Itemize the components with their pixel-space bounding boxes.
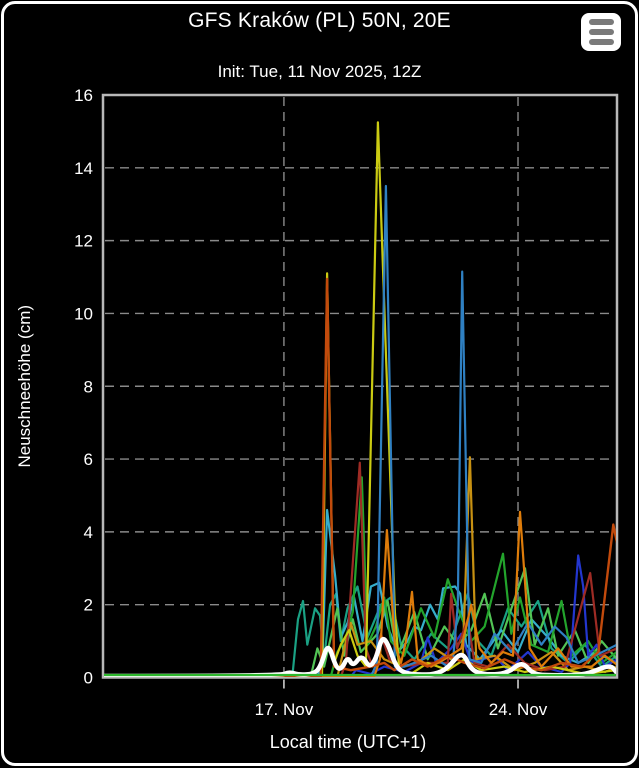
- x-tick-label: 17. Nov: [255, 700, 314, 719]
- y-tick-label: 16: [74, 86, 93, 105]
- menu-button[interactable]: [581, 13, 621, 51]
- y-tick-label: 10: [74, 304, 93, 323]
- hamburger-icon: [588, 19, 614, 45]
- series-group: [104, 121, 616, 677]
- series-line-member-light-green: [104, 567, 616, 677]
- init-time-subtitle: Init: Tue, 11 Nov 2025, 12Z: [217, 62, 422, 81]
- y-tick-label: 2: [84, 596, 93, 615]
- series-line-member-sky-blue: [104, 184, 616, 677]
- y-tick-label: 6: [84, 450, 93, 469]
- plot-border: [101, 93, 619, 679]
- x-tick-label: 24. Nov: [489, 700, 548, 719]
- y-tick-label: 12: [74, 232, 93, 251]
- page-title: GFS Kraków (PL) 50N, 20E: [188, 9, 451, 32]
- y-tick-label: 0: [84, 669, 93, 688]
- y-tick-label: 8: [84, 377, 93, 396]
- series-line-ensemble-mean: [104, 636, 616, 677]
- series-line-member-dark-red: [104, 461, 616, 677]
- x-axis-label: Local time (UTC+1): [270, 732, 427, 752]
- series-line-member-orange: [104, 510, 616, 677]
- y-tick-label: 4: [84, 523, 93, 542]
- y-tick-label: 14: [74, 159, 93, 178]
- series-line-member-green: [104, 476, 616, 677]
- y-axis-label: Neuschneehöhe (cm): [15, 305, 34, 468]
